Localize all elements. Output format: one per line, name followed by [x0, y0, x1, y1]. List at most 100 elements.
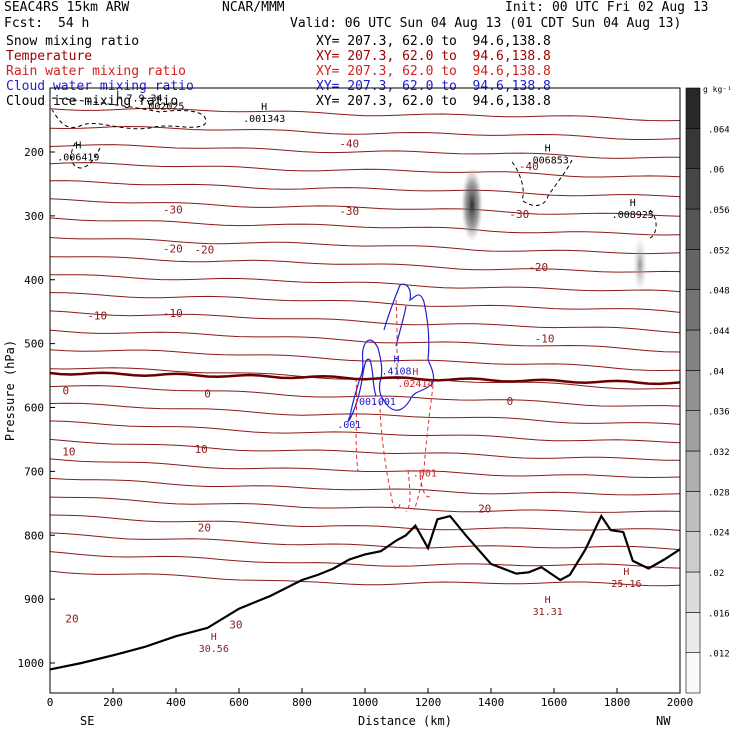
isotherm-line — [49, 420, 681, 444]
extremum-marker: H — [211, 632, 217, 643]
colorbar-tick-label: .052 — [708, 246, 730, 256]
extremum-value: .02414 — [397, 379, 433, 390]
isotherm-line — [49, 349, 681, 372]
isotherm-line — [49, 274, 681, 293]
temperature-label: -40 — [339, 138, 359, 151]
terrain-profile — [49, 513, 681, 671]
y-tick-label: 700 — [24, 465, 44, 478]
field-xy-rain: XY= 207.3, 62.0 to 94.6,138.8 — [316, 64, 551, 79]
init-time: Init: 00 UTC Fri 02 Aug 13 — [505, 0, 709, 15]
field-xy-cloud-ice: XY= 207.3, 62.0 to 94.6,138.8 — [316, 94, 551, 109]
temperature-label: 20 — [198, 522, 211, 535]
colorbar-tick-label: .044 — [708, 327, 730, 337]
y-tick-label: 200 — [24, 146, 44, 159]
colorbar-cell — [685, 329, 701, 371]
colorbar-tick-label: .048 — [708, 287, 730, 297]
snow-contour — [51, 97, 207, 130]
extremum-marker: H — [545, 144, 551, 155]
colorbar-tick-label: .032 — [708, 448, 730, 458]
colorbar-tick-label: .012 — [708, 650, 730, 660]
extremum-value: .008925 — [612, 210, 654, 221]
extremum-marker: H — [623, 567, 629, 578]
isotherm-line — [49, 438, 681, 461]
snow-contour-2 — [70, 141, 101, 169]
temperature-label: -40 — [519, 160, 539, 173]
snow-max-blob-1 — [461, 167, 483, 243]
isotherm-line — [49, 292, 681, 313]
snow-max-blob-2 — [633, 237, 647, 293]
extremum-value: .002025 — [142, 101, 184, 112]
extremum-marker: H — [261, 102, 267, 113]
y-tick-label: 1000 — [18, 657, 45, 670]
extremum-marker: L — [116, 89, 122, 100]
colorbar-tick-label: .024 — [708, 529, 730, 539]
extremum-value: .006853 — [527, 156, 569, 167]
extremum-value: .001343 — [243, 114, 285, 125]
field-label-temperature: Temperature — [6, 49, 93, 64]
isotherm-line — [49, 217, 681, 236]
plot-frame — [49, 87, 681, 694]
extremum-value: .4108 — [381, 366, 411, 377]
x-tick-label: 800 — [292, 696, 312, 709]
colorbar-tick-label: .02 — [708, 569, 724, 579]
x-tick-label: 200 — [103, 696, 123, 709]
colorbar-cell — [685, 450, 701, 492]
temperature-label: -10 — [87, 310, 107, 323]
valid-time: Valid: 06 UTC Sun 04 Aug 13 (01 CDT Sun … — [290, 16, 682, 31]
x-tick-label: 1800 — [604, 696, 631, 709]
ice-contour-2 — [649, 209, 657, 239]
y-axis-label: Pressure (hPa) — [3, 340, 17, 441]
temperature-label: -20 — [194, 244, 214, 257]
y-tick-label: 800 — [24, 529, 44, 542]
x-tick-label: 2000 — [667, 696, 694, 709]
extremum-marker: H — [393, 354, 399, 365]
temperature-label: -10 — [163, 307, 183, 320]
isotherm-line — [49, 237, 681, 255]
isotherm-line — [49, 385, 681, 407]
isotherm-line — [49, 162, 681, 178]
extremum-value: .001 — [353, 397, 377, 408]
colorbar-cell — [685, 87, 701, 129]
temperature-label: 20 — [478, 502, 491, 515]
y-tick-label: 900 — [24, 593, 44, 606]
field-label-rain: Rain water mixing ratio — [6, 64, 187, 79]
temperature-label: -10 — [535, 333, 555, 346]
ice-contour — [511, 159, 573, 206]
isotherm-line — [49, 329, 681, 353]
rain-contour — [355, 299, 435, 513]
x-tick-label: 1200 — [415, 696, 442, 709]
temperature-label: 20 — [65, 612, 78, 625]
x-axis-label: Distance (km) — [358, 714, 452, 728]
isotherm-line — [49, 514, 681, 531]
isotherm-line — [49, 532, 681, 551]
colorbar-cell — [685, 168, 701, 210]
x-tick-label: 1400 — [478, 696, 505, 709]
extremum-value: .001 — [413, 469, 437, 480]
isotherm-line — [49, 144, 680, 159]
colorbar-tick-label: .016 — [708, 609, 730, 619]
isotherm-line — [49, 458, 681, 479]
colorbar-tick-label: .064 — [708, 125, 730, 135]
extremum-marker: H — [412, 367, 418, 378]
fcst-value: 54 h — [58, 16, 90, 31]
extremum-marker: H — [545, 595, 551, 606]
field-xy-cloud-water: XY= 207.3, 62.0 to 94.6,138.8 — [316, 79, 551, 94]
temperature-label: 0 — [507, 395, 514, 408]
x-end-label-right: NW — [656, 714, 671, 728]
x-tick-label: 1000 — [352, 696, 379, 709]
colorbar-cell — [685, 612, 701, 653]
temperature-label: 10 — [195, 443, 208, 456]
isotherm-line — [49, 402, 681, 425]
field-label-cloud-ice: Cloud ice mixing ratio — [6, 94, 179, 109]
colorbar-tick-label: .056 — [708, 206, 730, 216]
isotherm-line — [49, 570, 681, 587]
temperature-label: -20 — [163, 242, 183, 255]
colorbar-cell — [685, 249, 701, 290]
x-tick-label: 400 — [166, 696, 186, 709]
colorbar-cell — [685, 128, 701, 169]
isotherm-line — [49, 256, 681, 273]
colorbar-cell — [685, 289, 701, 331]
center-label: NCAR/MMM — [222, 0, 285, 15]
colorbar-cell — [685, 652, 701, 694]
extremum-value: .006419 — [57, 152, 99, 163]
